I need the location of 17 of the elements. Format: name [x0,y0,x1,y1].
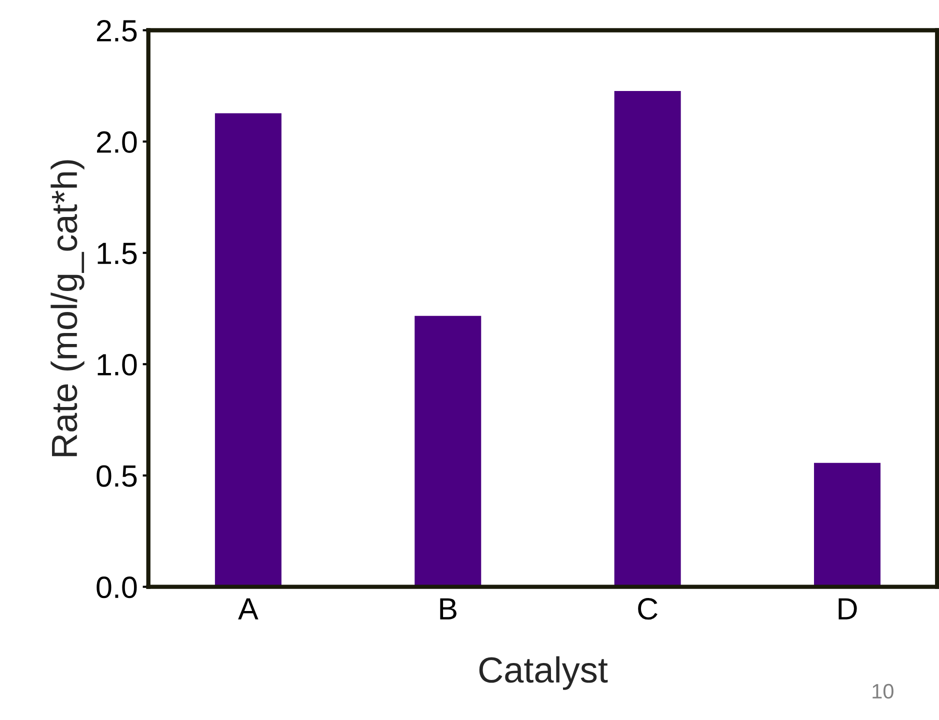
bar [612,90,682,587]
y-tick-label: 1.5 [98,242,137,264]
bar [812,461,882,587]
x-tick-label: C [638,598,658,620]
y-tick-label: 0.0 [96,576,137,598]
bar [413,314,483,587]
y-tick-label: 2.5 [97,20,137,42]
y-tick-label: 0.5 [96,465,137,487]
x-tick-label: B [440,598,456,620]
y-tick-label: 2.0 [97,131,137,153]
x-tick-label: A [238,598,258,620]
x-tick-label: D [838,598,857,620]
text: 10 [872,684,894,699]
bar [214,112,283,587]
y-axis-title: Rate (mol/g_cat*h) [50,160,84,456]
y-tick-label: 1.0 [98,354,137,376]
x-axis-title: Catalyst [479,656,608,690]
